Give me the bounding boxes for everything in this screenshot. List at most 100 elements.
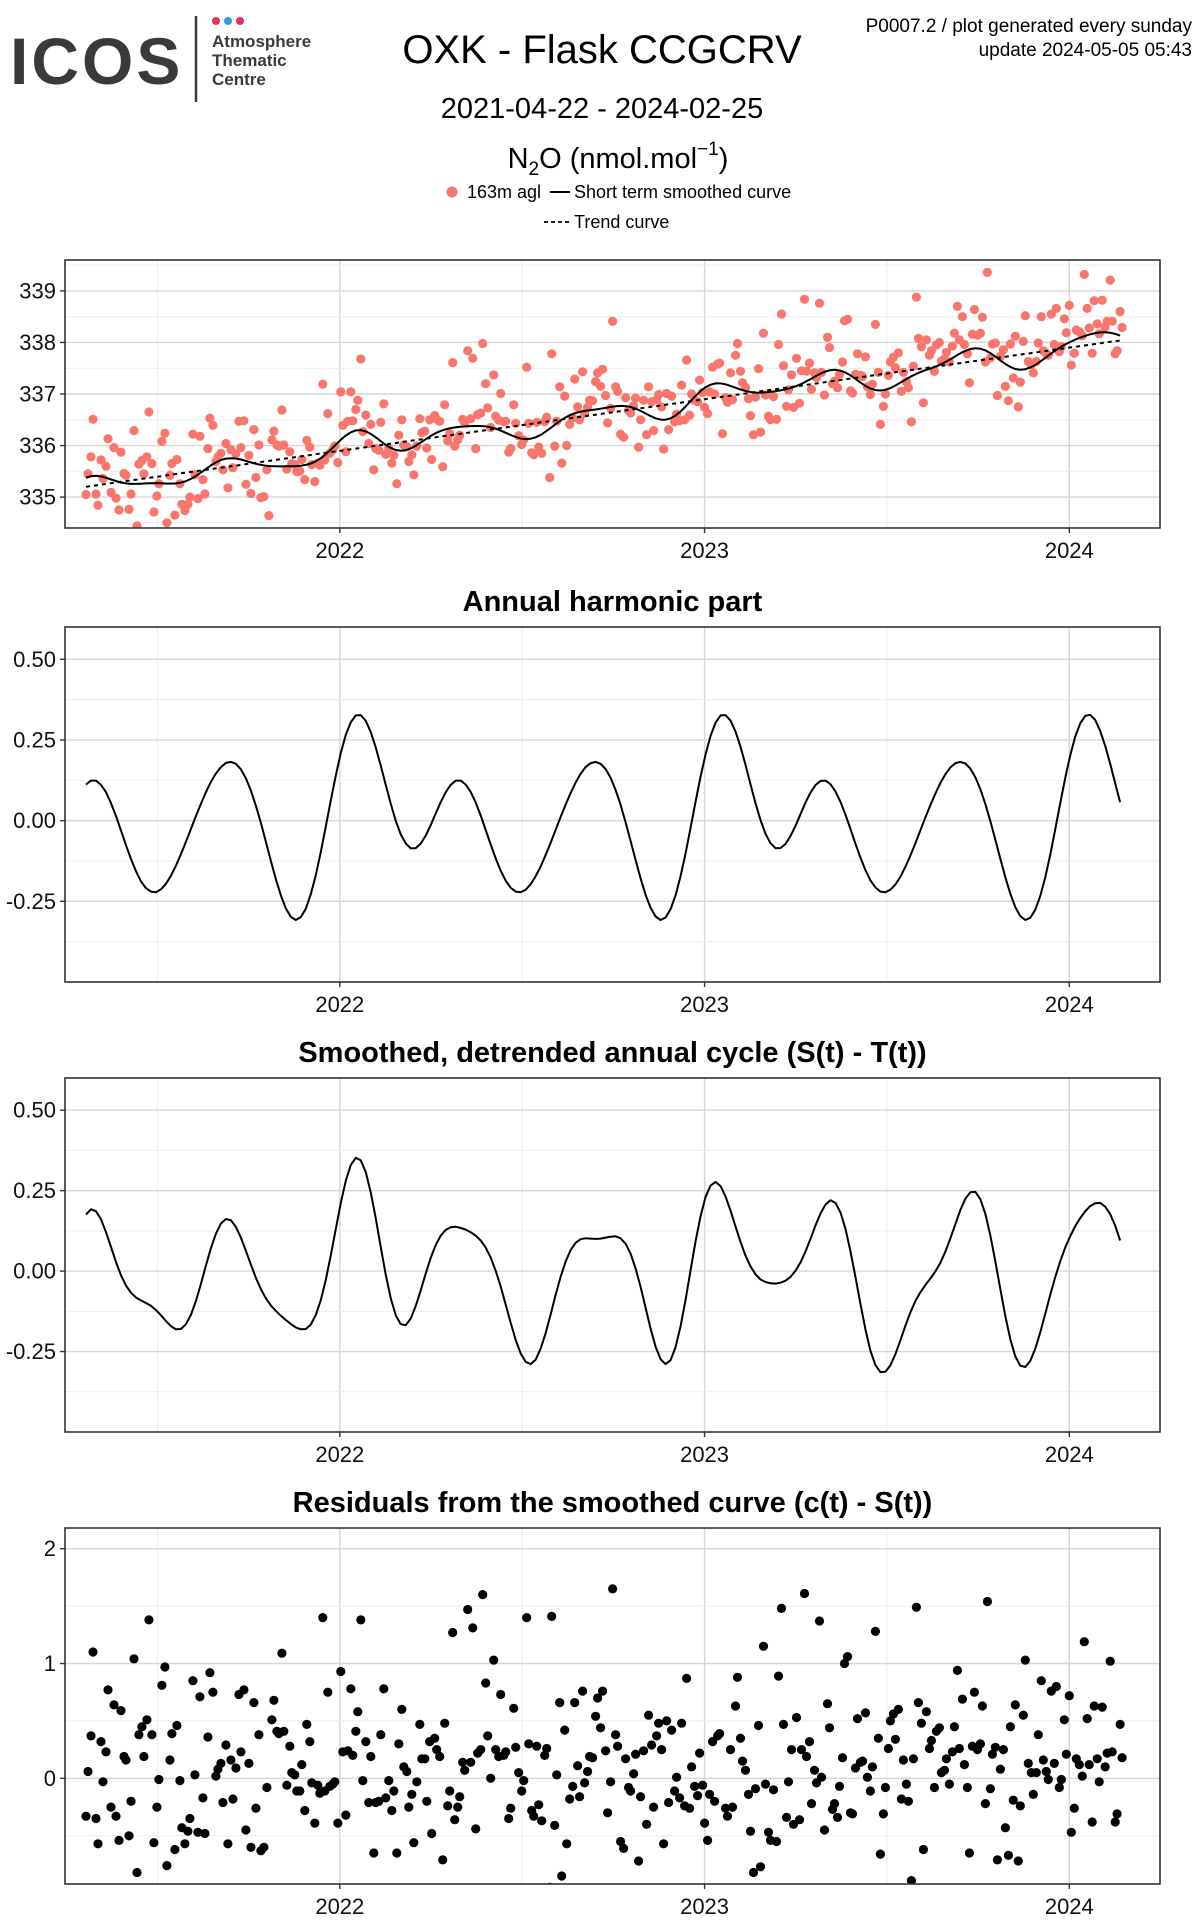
residual-point [226,1755,236,1765]
data-point [573,402,583,412]
data-point [376,417,386,427]
x-tick-label: 2023 [680,538,729,563]
data-point [522,362,532,372]
residual-point [514,1768,524,1778]
data-point [193,494,203,504]
residual-point [519,1776,529,1786]
data-point [893,348,904,358]
data-point [837,357,848,367]
residual-point [116,1706,126,1716]
data-point [188,429,198,439]
residual-point [504,1813,514,1824]
data-point [422,443,432,453]
trend-curve [85,339,1121,488]
residual-point [880,1782,891,1793]
residual-point [634,1856,644,1866]
grid-detrended [65,1078,1160,1433]
data-point [96,455,106,465]
residual-point [203,1732,213,1742]
residual-point [193,1827,203,1837]
residual-point [407,1789,417,1799]
x-tick-label: 2024 [1045,992,1094,1017]
data-point [353,395,363,405]
icos-logo: ICOS Atmosphere Thematic Centre [10,16,311,102]
data-point [990,338,1001,348]
data-point [649,426,659,436]
residual-point [430,1733,440,1743]
residual-point [672,1772,682,1782]
data-point [977,312,988,322]
residual-point [735,1733,746,1743]
residual-point [842,1652,853,1662]
residual-point [750,1784,761,1794]
residual-point [231,1763,241,1773]
data-point [1097,295,1107,305]
residual-point [453,1802,463,1812]
residual-point [852,1714,863,1724]
residual-point [208,1687,218,1697]
residual-point [1110,1817,1120,1827]
residual-point [596,1723,606,1733]
residual-point [402,1766,412,1777]
data-point [847,388,858,398]
data-point [959,339,970,350]
data-point [557,458,567,468]
residual-point [205,1668,215,1678]
data-point [819,390,830,400]
data-point [598,364,608,374]
residual-point [760,1779,771,1789]
residual-point [374,1796,384,1806]
residual-point [249,1698,259,1708]
data-point [394,430,404,440]
data-point [717,429,728,439]
residual-point [361,1737,371,1747]
data-point [103,434,113,444]
data-point [297,454,307,465]
y-tick-label: 337 [19,382,56,407]
data-point [129,426,139,436]
data-point [121,470,131,480]
residual-point [824,1723,835,1733]
residual-point [565,1794,575,1804]
residual-point [297,1760,307,1770]
data-point [908,361,919,371]
data-point [511,418,521,428]
data-point [832,383,843,393]
data-point [341,447,351,457]
data-point [732,338,743,349]
data-point [875,419,886,429]
residual-point [649,1802,659,1812]
residual-point [387,1805,397,1816]
data-point [236,443,246,453]
residual-point [129,1654,139,1664]
data-point [318,379,328,389]
data-point [621,393,631,403]
data-point [88,414,98,424]
residual-point [149,1838,159,1848]
residual-point [466,1757,476,1767]
data-point [165,470,175,480]
data-point [366,419,376,429]
residual-point [147,1730,157,1740]
residual-point [550,1820,560,1830]
residual-point [142,1715,152,1725]
data-point [262,465,272,475]
residual-point [111,1811,121,1821]
data-point [642,430,652,440]
data-point [387,458,397,468]
residual-point [392,1848,402,1858]
data-point [239,416,249,426]
data-point [259,492,269,502]
data-point [481,379,491,389]
residual-point [601,1746,611,1756]
data-point [677,380,687,390]
residual-point [857,1756,868,1766]
data-point [799,294,810,304]
residual-point [262,1782,272,1793]
residual-point [254,1730,264,1740]
residual-point [228,1794,238,1804]
data-point [957,312,968,322]
residual-point [862,1772,873,1782]
data-point [397,415,407,425]
data-point [941,347,952,357]
